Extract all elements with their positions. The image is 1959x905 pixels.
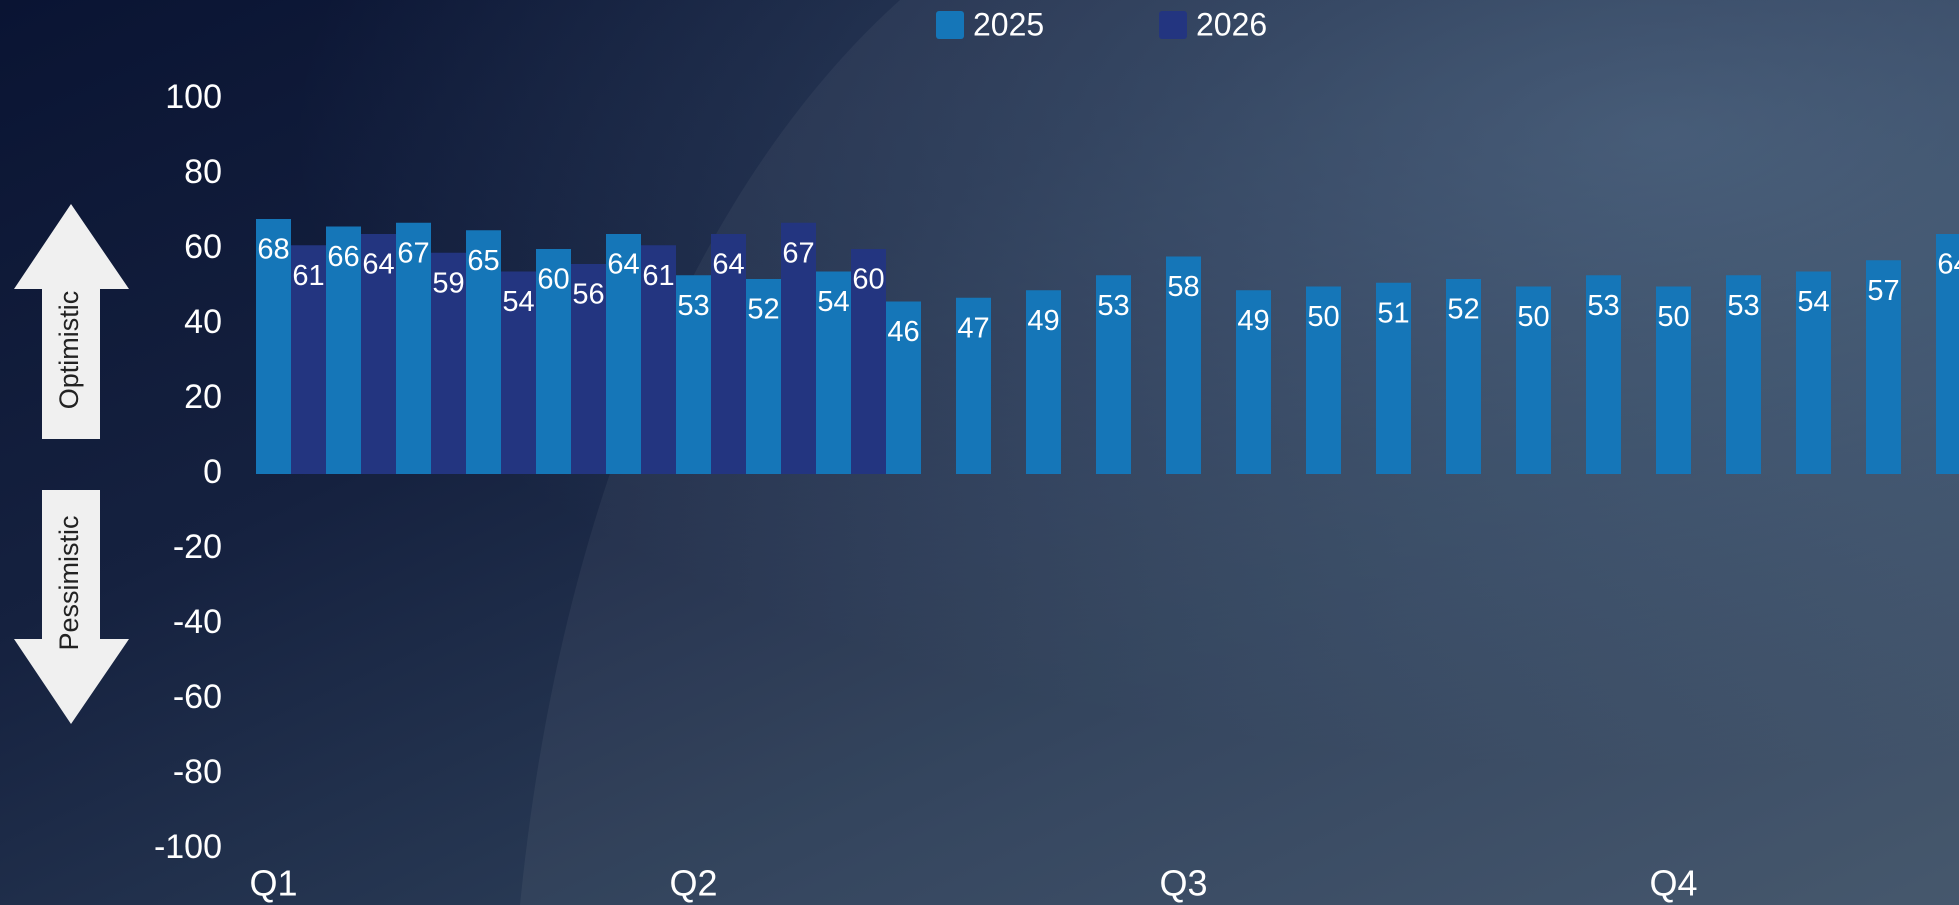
data-label: 57 — [1867, 275, 1899, 307]
bar — [1586, 275, 1621, 474]
bar — [781, 222, 816, 474]
data-label: 66 — [327, 241, 359, 273]
optimistic-arrow — [14, 204, 129, 439]
x-tick-label: Q2 — [669, 863, 717, 904]
y-tick-label: -100 — [154, 828, 222, 866]
bar — [256, 219, 291, 474]
bar — [1936, 234, 1959, 474]
data-label: 49 — [1027, 305, 1059, 337]
data-label: 53 — [677, 290, 709, 322]
x-tick-label: Q4 — [1649, 863, 1697, 904]
data-label: 46 — [887, 316, 919, 348]
bar — [1306, 286, 1341, 474]
x-tick-label: Q1 — [249, 863, 297, 904]
data-label: 64 — [362, 249, 394, 281]
data-label: 50 — [1517, 301, 1549, 333]
data-label: 59 — [432, 267, 464, 299]
data-label: 47 — [957, 312, 989, 344]
data-label: 52 — [1447, 294, 1479, 326]
bar — [291, 245, 326, 474]
bar — [851, 249, 886, 474]
bar — [816, 271, 851, 474]
data-label: 54 — [817, 286, 849, 318]
y-tick-label: -40 — [173, 603, 222, 641]
data-label: 54 — [502, 286, 534, 318]
y-tick-label: 0 — [203, 453, 222, 491]
bar — [1026, 290, 1061, 474]
legend-swatch — [1159, 11, 1187, 39]
bar — [1516, 286, 1551, 474]
y-tick-label: -80 — [173, 753, 222, 791]
data-label: 64 — [1937, 249, 1959, 281]
data-label: 49 — [1237, 305, 1269, 337]
data-label: 61 — [292, 260, 324, 292]
data-label: 67 — [397, 237, 429, 269]
y-tick-label: 20 — [184, 378, 222, 416]
data-label: 67 — [782, 237, 814, 269]
bar — [536, 249, 571, 474]
bar — [466, 230, 501, 474]
bar — [431, 252, 466, 474]
data-label: 60 — [852, 264, 884, 296]
legend-label: 2026 — [1196, 6, 1267, 42]
data-label: 53 — [1587, 290, 1619, 322]
data-label: 53 — [1097, 290, 1129, 322]
data-label: 54 — [1797, 286, 1829, 318]
bar — [1446, 279, 1481, 474]
y-tick-label: 40 — [184, 303, 222, 341]
bar — [361, 234, 396, 474]
data-label: 50 — [1657, 301, 1689, 333]
data-label: 50 — [1307, 301, 1339, 333]
bar — [501, 271, 536, 474]
pessimistic-arrow — [14, 490, 129, 724]
data-label: 64 — [712, 249, 744, 281]
bar — [1656, 286, 1691, 474]
bar — [571, 264, 606, 474]
bar — [746, 279, 781, 474]
data-label: 53 — [1727, 290, 1759, 322]
data-label: 58 — [1167, 271, 1199, 303]
data-label: 60 — [537, 264, 569, 296]
y-tick-label: -20 — [173, 528, 222, 566]
y-tick-label: 80 — [184, 153, 222, 191]
data-label: 51 — [1377, 297, 1409, 329]
bar — [1796, 271, 1831, 474]
data-label: 64 — [607, 249, 639, 281]
bar — [1096, 275, 1131, 474]
data-label: 68 — [257, 234, 289, 266]
bar — [1866, 260, 1901, 474]
data-label: 52 — [747, 294, 779, 326]
bar — [606, 234, 641, 474]
bar — [641, 245, 676, 474]
bar — [1726, 275, 1761, 474]
optimistic-label: Optimistic — [54, 291, 84, 410]
y-tick-label: 100 — [165, 78, 222, 116]
bar — [396, 222, 431, 474]
bar — [326, 226, 361, 474]
bar — [1376, 282, 1411, 474]
bar — [1166, 256, 1201, 474]
x-tick-label: Q3 — [1159, 863, 1207, 904]
bar — [886, 301, 921, 474]
bar — [676, 275, 711, 474]
data-label: 56 — [572, 279, 604, 311]
bar — [956, 297, 991, 474]
legend-label: 2025 — [973, 6, 1044, 42]
legend-swatch — [936, 11, 964, 39]
y-tick-label: 60 — [184, 228, 222, 266]
data-label: 61 — [642, 260, 674, 292]
y-tick-label: -60 — [173, 678, 222, 716]
data-label: 65 — [467, 245, 499, 277]
bar — [1236, 290, 1271, 474]
bar — [711, 234, 746, 474]
pessimistic-label: Pessimistic — [54, 515, 84, 650]
